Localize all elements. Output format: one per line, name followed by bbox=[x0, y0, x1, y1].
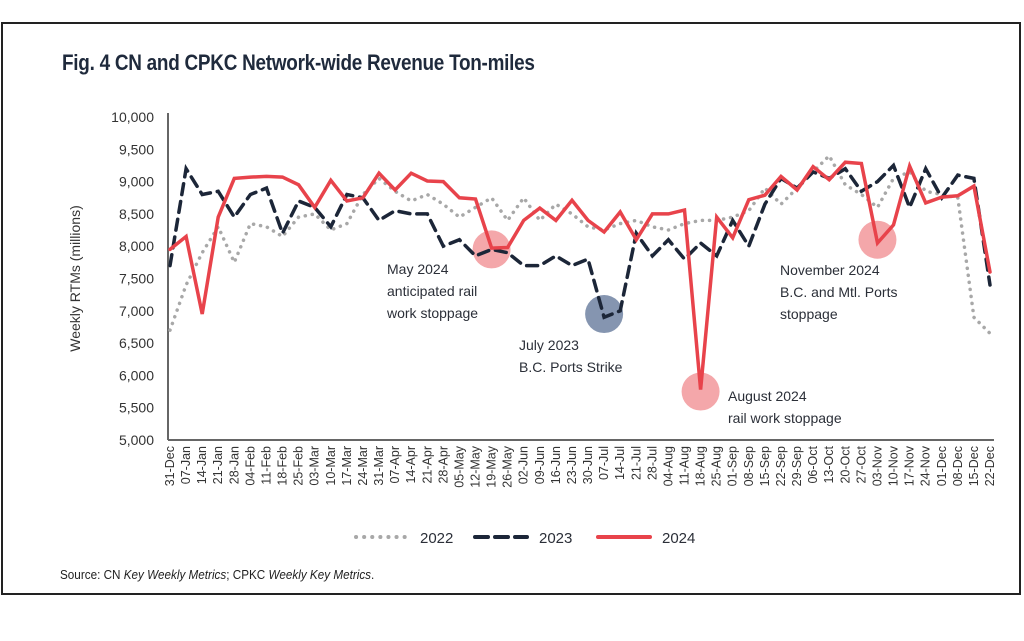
x-tick-label: 28-Apr bbox=[436, 446, 450, 484]
x-tick-label: 04-Aug bbox=[661, 446, 675, 486]
x-tick-label: 21-Apr bbox=[420, 446, 434, 484]
series-line-2024 bbox=[168, 160, 992, 390]
annotation-text: May 2024 bbox=[387, 261, 449, 277]
x-tick-label: 08-Sep bbox=[742, 446, 756, 486]
x-tick-label: 21-Jul bbox=[629, 446, 643, 480]
x-tick-label: 07-Apr bbox=[388, 446, 402, 484]
x-tick-label: 21-Jan bbox=[211, 446, 225, 484]
x-tick-label: 17-Mar bbox=[340, 446, 354, 486]
x-tick-label: 19-May bbox=[485, 445, 499, 487]
annotation-text: B.C. Ports Strike bbox=[519, 359, 623, 375]
x-tick-label: 13-Oct bbox=[822, 445, 836, 483]
x-tick-label: 15-Dec bbox=[967, 446, 981, 486]
annotation-highlight-circle bbox=[681, 372, 720, 411]
y-tick-label: 8,000 bbox=[119, 238, 154, 254]
x-tick-label: 01-Sep bbox=[726, 446, 740, 486]
series-line-2023 bbox=[168, 162, 992, 320]
x-tick-label: 10-Nov bbox=[887, 445, 901, 486]
source-middle: ; CPKC bbox=[226, 567, 269, 582]
x-tick-label: 11-Aug bbox=[678, 446, 692, 485]
source-suffix: . bbox=[371, 567, 375, 582]
y-tick-label: 7,500 bbox=[119, 271, 154, 287]
x-tick-label: 14-Jan bbox=[195, 446, 209, 484]
x-tick-label: 04-Feb bbox=[243, 446, 257, 486]
annotations: May 2024 anticipated rail work stoppage Jul… bbox=[386, 261, 897, 426]
x-tick-label: 22-Dec bbox=[983, 446, 997, 486]
x-tick-label: 22-Sep bbox=[774, 446, 788, 486]
x-tick-label: 27-Oct bbox=[854, 445, 868, 483]
axes: 5,000 5,500 6,000 6,500 7,000 7,500 8,000 8,500… bbox=[67, 109, 997, 488]
x-tick-label: 18-Aug bbox=[694, 446, 708, 486]
source-cpkc-title: Weekly Key Metrics bbox=[268, 567, 372, 582]
source-cn-title: Key Weekly Metrics bbox=[123, 567, 227, 582]
x-tick-label: 02-Jun bbox=[517, 446, 531, 484]
legend-label: 2023 bbox=[539, 530, 572, 547]
y-tick-label: 8,500 bbox=[119, 206, 154, 222]
x-tick-label: 17-Nov bbox=[903, 445, 917, 486]
x-tick-label: 25-Feb bbox=[292, 446, 306, 486]
y-axis-label: Weekly RTMs (millions) bbox=[67, 205, 83, 352]
y-tick-label: 6,000 bbox=[119, 367, 154, 383]
x-tick-label: 14-Jul bbox=[613, 446, 627, 480]
x-tick-label: 29-Sep bbox=[790, 446, 804, 486]
figure-frame bbox=[1, 22, 1021, 595]
x-tick-label: 30-Jun bbox=[581, 446, 595, 484]
y-tick-label: 10,000 bbox=[111, 109, 154, 125]
x-tick-label: 31-Mar bbox=[372, 446, 386, 486]
x-tick-label: 14-Apr bbox=[404, 446, 418, 484]
x-tick-label: 28-Jul bbox=[645, 446, 659, 480]
annotation-text: anticipated rail bbox=[387, 283, 477, 299]
annotation-text: November 2024 bbox=[780, 262, 880, 278]
x-tick-label: 07-Jul bbox=[597, 446, 611, 480]
x-tick-label: 11-Feb bbox=[259, 446, 273, 485]
x-tick-label: 01-Dec bbox=[935, 446, 949, 486]
x-tick-label: 20-Oct bbox=[838, 445, 852, 483]
annotation-text: August 2024 bbox=[728, 388, 807, 404]
x-tick-label: 05-May bbox=[452, 445, 466, 487]
y-tick-label: 5,500 bbox=[119, 400, 154, 416]
legend: 2022 2023 2024 bbox=[354, 530, 695, 547]
y-tick-label: 5,000 bbox=[119, 432, 154, 448]
annotation-text: stoppage bbox=[780, 306, 838, 322]
x-tick-label: 16-Jun bbox=[549, 446, 563, 484]
x-tick-label: 08-Dec bbox=[951, 446, 965, 486]
x-tick-label: 31-Dec bbox=[163, 446, 177, 486]
y-tick-label: 9,500 bbox=[119, 141, 154, 157]
x-tick-label: 07-Jan bbox=[179, 446, 193, 484]
legend-label: 2022 bbox=[420, 530, 453, 547]
series-lines bbox=[168, 152, 992, 390]
x-tick-label: 24-Mar bbox=[356, 446, 370, 486]
x-tick-label: 09-Jun bbox=[533, 446, 547, 484]
x-tick-label: 23-Jun bbox=[565, 446, 579, 484]
source-note: Source: CN Key Weekly Metrics; CPKC Week… bbox=[60, 567, 374, 582]
annotation-text: work stoppage bbox=[386, 305, 478, 321]
x-tick-label: 28-Jan bbox=[227, 446, 241, 484]
annotation-text: July 2023 bbox=[519, 337, 579, 353]
annotation-text: B.C. and Mtl. Ports bbox=[780, 284, 897, 300]
x-tick-label: 06-Oct bbox=[806, 445, 820, 483]
y-tick-label: 9,000 bbox=[119, 174, 154, 190]
x-tick-label: 03-Mar bbox=[308, 446, 322, 486]
x-tick-label: 12-May bbox=[468, 445, 482, 487]
x-tick-label: 25-Aug bbox=[710, 446, 724, 486]
x-tick-label: 10-Mar bbox=[324, 446, 338, 486]
x-tick-label: 15-Sep bbox=[758, 446, 772, 486]
series-line-2022 bbox=[168, 152, 992, 336]
chart-title: Fig. 4 CN and CPKC Network-wide Revenue … bbox=[62, 50, 535, 75]
x-tick-label: 26-May bbox=[501, 445, 515, 487]
x-tick-label: 24-Nov bbox=[919, 445, 933, 486]
legend-label: 2024 bbox=[662, 530, 695, 547]
x-tick-label: 18-Feb bbox=[276, 446, 290, 486]
x-tick-label: 03-Nov bbox=[870, 445, 884, 486]
y-tick-label: 7,000 bbox=[119, 303, 154, 319]
annotation-text: rail work stoppage bbox=[728, 410, 842, 426]
y-tick-label: 6,500 bbox=[119, 335, 154, 351]
source-prefix: Source: CN bbox=[60, 567, 124, 582]
